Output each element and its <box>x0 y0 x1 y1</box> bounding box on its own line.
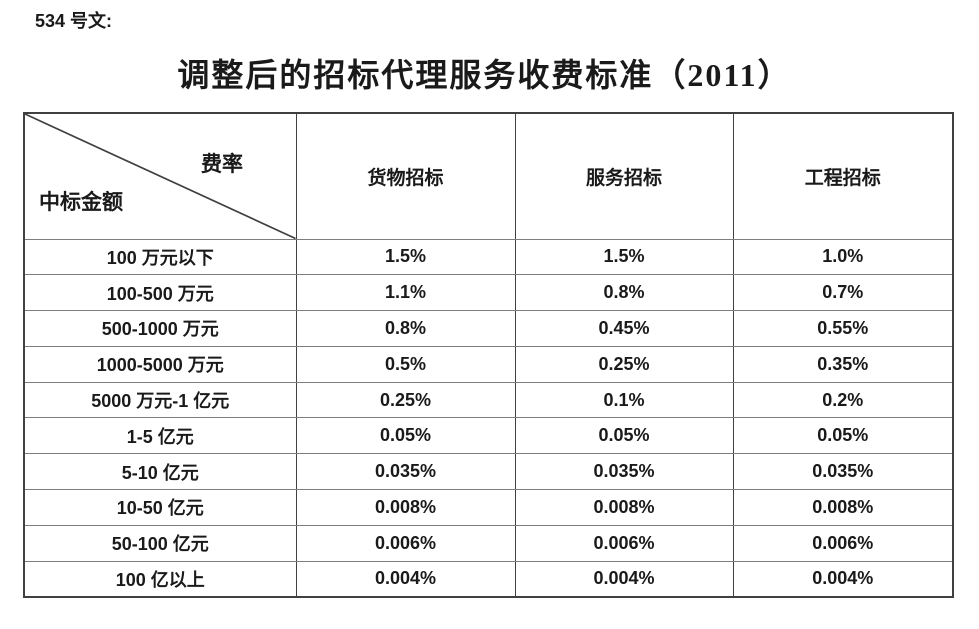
service-rate-cell: 0.8% <box>514 274 734 312</box>
goods-rate-cell: 0.05% <box>295 417 516 455</box>
amount-cell: 100 亿以上 <box>23 560 297 598</box>
goods-rate-cell: 0.25% <box>295 381 516 419</box>
engineering-rate-cell: 1.0% <box>732 238 954 276</box>
doc-number-label: 534 号文: <box>35 11 113 31</box>
service-rate-cell: 0.004% <box>514 560 734 598</box>
service-rate-cell: 0.45% <box>514 310 734 347</box>
table-row: 500-1000 万元 0.8% 0.45% 0.55% <box>23 310 954 347</box>
table-row: 1-5 亿元 0.05% 0.05% 0.05% <box>23 417 954 455</box>
table-row: 5-10 亿元 0.035% 0.035% 0.035% <box>23 453 954 491</box>
engineering-rate-cell: 0.35% <box>732 345 954 383</box>
service-rate-cell: 0.008% <box>514 489 734 526</box>
table-row: 100-500 万元 1.1% 0.8% 0.7% <box>23 274 954 312</box>
header-row: 费率 中标金额 货物招标 服务招标 工程招标 <box>23 112 954 240</box>
diagonal-divider <box>25 114 295 238</box>
corner-header-cell: 费率 中标金额 <box>23 112 297 240</box>
table-row: 5000 万元-1 亿元 0.25% 0.1% 0.2% <box>23 381 954 419</box>
column-header-goods: 货物招标 <box>295 112 516 240</box>
goods-rate-cell: 0.004% <box>295 560 516 598</box>
amount-cell: 50-100 亿元 <box>23 524 297 562</box>
service-rate-cell: 0.006% <box>514 524 734 562</box>
fee-table-container: 费率 中标金额 货物招标 服务招标 工程招标 100 万元以下 1.5% 1.5… <box>23 112 954 598</box>
table-row: 10-50 亿元 0.008% 0.008% 0.008% <box>23 489 954 526</box>
engineering-rate-cell: 0.035% <box>732 453 954 491</box>
engineering-rate-cell: 0.05% <box>732 417 954 455</box>
engineering-rate-cell: 0.55% <box>732 310 954 347</box>
goods-rate-cell: 0.5% <box>295 345 516 383</box>
amount-cell: 5-10 亿元 <box>23 453 297 491</box>
service-rate-cell: 0.05% <box>514 417 734 455</box>
goods-rate-cell: 0.008% <box>295 489 516 526</box>
service-rate-cell: 0.1% <box>514 381 734 419</box>
column-header-engineering: 工程招标 <box>732 112 954 240</box>
goods-rate-cell: 1.1% <box>295 274 516 312</box>
amount-cell: 1-5 亿元 <box>23 417 297 455</box>
service-rate-cell: 0.25% <box>514 345 734 383</box>
service-rate-cell: 0.035% <box>514 453 734 491</box>
amount-cell: 1000-5000 万元 <box>23 345 297 383</box>
table-row: 1000-5000 万元 0.5% 0.25% 0.35% <box>23 345 954 383</box>
amount-cell: 10-50 亿元 <box>23 489 297 526</box>
corner-label-rate: 费率 <box>201 152 243 176</box>
amount-cell: 100 万元以下 <box>23 238 297 276</box>
goods-rate-cell: 1.5% <box>295 238 516 276</box>
page-title: 调整后的招标代理服务收费标准（2011） <box>177 57 792 93</box>
goods-rate-cell: 0.8% <box>295 310 516 347</box>
table-row: 100 万元以下 1.5% 1.5% 1.0% <box>23 238 954 276</box>
amount-cell: 5000 万元-1 亿元 <box>23 381 297 419</box>
amount-cell: 100-500 万元 <box>23 274 297 312</box>
goods-rate-cell: 0.006% <box>295 524 516 562</box>
fee-table: 费率 中标金额 货物招标 服务招标 工程招标 100 万元以下 1.5% 1.5… <box>23 112 954 598</box>
column-header-service: 服务招标 <box>514 112 734 240</box>
engineering-rate-cell: 0.2% <box>732 381 954 419</box>
goods-rate-cell: 0.035% <box>295 453 516 491</box>
corner-label-amount: 中标金额 <box>39 190 123 214</box>
engineering-rate-cell: 0.006% <box>732 524 954 562</box>
engineering-rate-cell: 0.004% <box>732 560 954 598</box>
amount-cell: 500-1000 万元 <box>23 310 297 347</box>
engineering-rate-cell: 0.008% <box>732 489 954 526</box>
table-row: 100 亿以上 0.004% 0.004% 0.004% <box>23 560 954 598</box>
service-rate-cell: 1.5% <box>514 238 734 276</box>
table-row: 50-100 亿元 0.006% 0.006% 0.006% <box>23 524 954 562</box>
engineering-rate-cell: 0.7% <box>732 274 954 312</box>
